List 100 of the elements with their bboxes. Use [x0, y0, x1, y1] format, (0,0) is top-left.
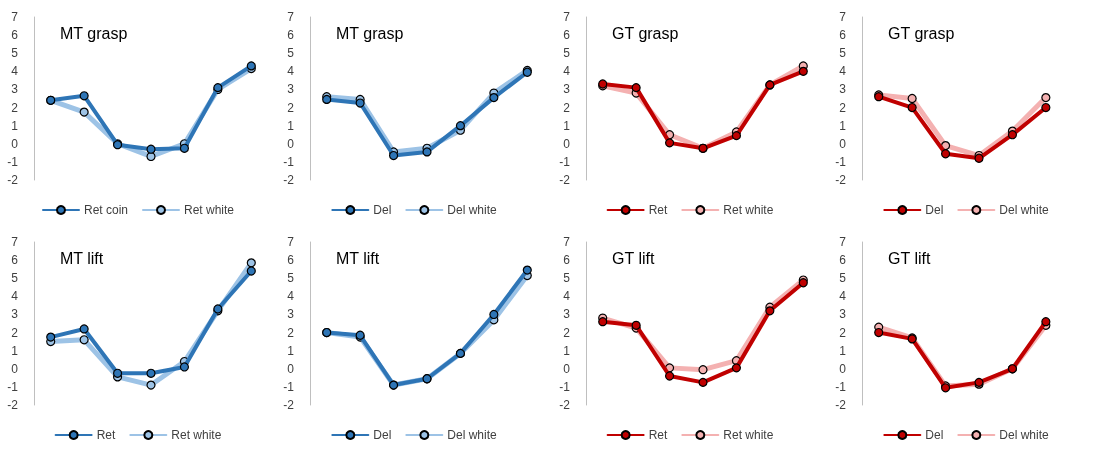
- legend-label: Ret white: [184, 203, 235, 217]
- chart-title: MT lift: [336, 249, 380, 267]
- y-tick-label: -1: [283, 154, 295, 169]
- y-tick-label: 4: [287, 64, 295, 79]
- chart-title: MT grasp: [60, 24, 128, 42]
- legend-label: Del white: [447, 428, 498, 442]
- chart-title: GT grasp: [888, 24, 955, 42]
- chart-title: GT lift: [612, 249, 655, 267]
- y-tick-label: 5: [11, 271, 19, 286]
- legend-label: Ret white: [723, 203, 774, 217]
- y-tick-label: 1: [563, 118, 571, 133]
- y-tick-label: 2: [839, 325, 847, 340]
- y-tick-label: 0: [11, 361, 19, 376]
- y-tick-label: -1: [283, 379, 295, 394]
- y-tick-label: 5: [11, 46, 19, 61]
- y-tick-label: 2: [287, 325, 295, 340]
- y-tick-label: 7: [563, 10, 571, 24]
- y-tick-label: 3: [11, 307, 19, 322]
- legend-label: Del: [373, 428, 392, 442]
- y-tick-label: 3: [839, 82, 847, 97]
- y-tick-label: 7: [11, 10, 19, 24]
- y-tick-label: 0: [11, 136, 19, 151]
- y-tick-label: 2: [11, 100, 19, 115]
- legend-label: Del: [373, 203, 392, 217]
- y-tick-label: 5: [287, 271, 295, 286]
- y-tick-label: 0: [839, 361, 847, 376]
- y-tick-label: -1: [7, 154, 19, 169]
- y-tick-label: 6: [839, 253, 847, 268]
- y-tick-label: 5: [563, 271, 571, 286]
- y-tick-label: 3: [287, 307, 295, 322]
- y-tick-label: 6: [11, 253, 19, 268]
- y-tick-label: 1: [287, 118, 295, 133]
- legend-label: Del white: [447, 203, 498, 217]
- y-tick-label: 1: [11, 343, 19, 358]
- y-tick-label: 4: [839, 289, 847, 304]
- y-tick-label: -2: [283, 398, 295, 412]
- y-tick-label: 1: [839, 118, 847, 133]
- legend-label: Del: [925, 428, 944, 442]
- legend-label: Ret: [648, 428, 668, 442]
- chart-title: MT lift: [60, 249, 104, 267]
- y-tick-label: -1: [559, 379, 571, 394]
- y-tick-label: 3: [11, 82, 19, 97]
- y-tick-label: 3: [563, 82, 571, 97]
- legend-label: Ret: [96, 428, 116, 442]
- y-tick-label: 0: [563, 361, 571, 376]
- legend-label: Del white: [999, 203, 1050, 217]
- y-tick-label: -2: [7, 173, 19, 187]
- y-tick-label: 3: [563, 307, 571, 322]
- chart-title: GT grasp: [612, 24, 679, 42]
- y-tick-label: 7: [287, 10, 295, 24]
- y-tick-label: 4: [563, 289, 571, 304]
- y-tick-label: 4: [839, 64, 847, 79]
- legend-label: Ret white: [171, 428, 222, 442]
- y-tick-label: -1: [835, 379, 847, 394]
- y-tick-label: 5: [563, 46, 571, 61]
- y-tick-label: 2: [287, 100, 295, 115]
- legend-label: Ret white: [723, 428, 774, 442]
- y-tick-label: 6: [287, 28, 295, 43]
- y-tick-label: 7: [563, 235, 571, 249]
- y-tick-label: 0: [563, 136, 571, 151]
- chart-title: GT lift: [888, 249, 931, 267]
- y-tick-label: -1: [835, 154, 847, 169]
- y-tick-label: 0: [287, 361, 295, 376]
- y-tick-label: 4: [563, 64, 571, 79]
- y-tick-label: -1: [559, 154, 571, 169]
- y-tick-label: 7: [11, 235, 19, 249]
- y-tick-label: 7: [839, 235, 847, 249]
- y-tick-label: 3: [287, 82, 295, 97]
- y-tick-label: 1: [839, 343, 847, 358]
- y-tick-label: 1: [11, 118, 19, 133]
- y-tick-label: 7: [287, 235, 295, 249]
- y-tick-label: 5: [839, 46, 847, 61]
- y-tick-label: 5: [287, 46, 295, 61]
- y-tick-label: -2: [835, 398, 847, 412]
- y-tick-label: 4: [287, 289, 295, 304]
- y-tick-label: 4: [11, 289, 19, 304]
- y-tick-label: 2: [563, 325, 571, 340]
- y-tick-label: -2: [283, 173, 295, 187]
- y-tick-label: 6: [839, 28, 847, 43]
- y-tick-label: 0: [839, 136, 847, 151]
- y-tick-label: 0: [287, 136, 295, 151]
- legend-label: Del: [925, 203, 944, 217]
- y-tick-label: 1: [563, 343, 571, 358]
- y-tick-label: 2: [563, 100, 571, 115]
- y-tick-label: -2: [835, 173, 847, 187]
- y-tick-label: 1: [287, 343, 295, 358]
- y-tick-label: 5: [839, 271, 847, 286]
- y-tick-label: 4: [11, 64, 19, 79]
- legend-label: Ret: [648, 203, 668, 217]
- y-tick-label: 6: [563, 253, 571, 268]
- y-tick-label: 3: [839, 307, 847, 322]
- y-tick-label: -2: [559, 173, 571, 187]
- y-tick-label: 7: [839, 10, 847, 24]
- y-tick-label: -2: [559, 398, 571, 412]
- y-tick-label: 6: [287, 253, 295, 268]
- y-tick-label: 2: [11, 325, 19, 340]
- chart-title: MT grasp: [336, 24, 404, 42]
- y-tick-label: 6: [563, 28, 571, 43]
- y-tick-label: -2: [7, 398, 19, 412]
- legend-label: Ret coin: [83, 203, 129, 217]
